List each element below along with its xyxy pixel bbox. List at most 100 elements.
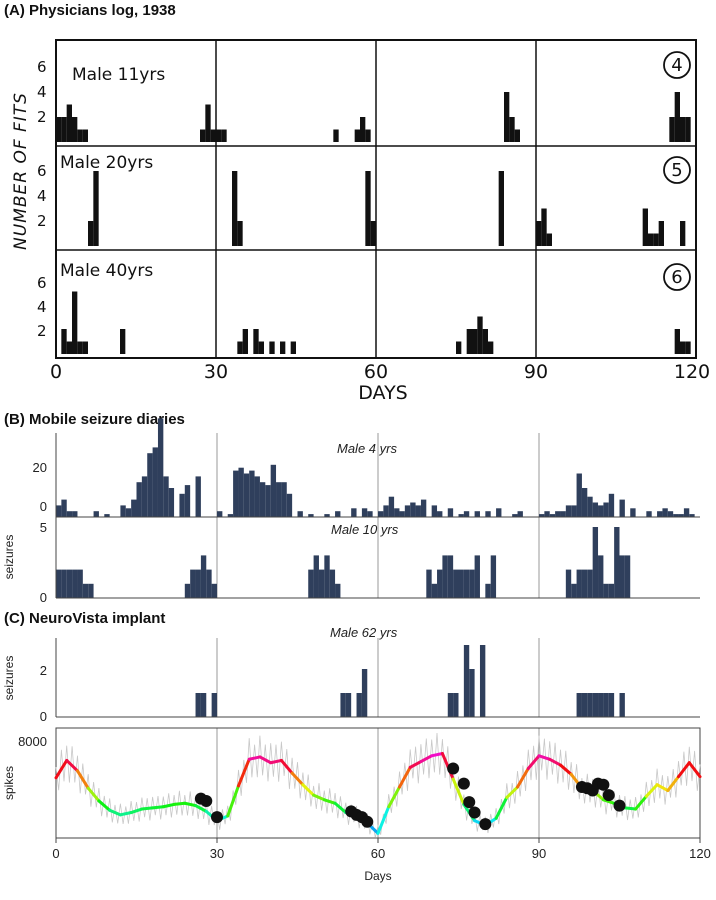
- bar: [689, 514, 695, 517]
- bar: [653, 233, 659, 246]
- seizure-marker: [479, 818, 492, 831]
- bar: [474, 511, 480, 517]
- bar: [56, 117, 62, 142]
- bar: [72, 569, 78, 598]
- bar: [680, 117, 686, 142]
- bar: [345, 693, 352, 717]
- panel-c-x-ticks: [55, 838, 701, 843]
- bar: [512, 514, 518, 517]
- spike-trend-segment: [269, 758, 283, 765]
- bar: [141, 476, 148, 517]
- bar: [581, 488, 588, 517]
- bar: [624, 555, 631, 598]
- spike-raw-trace: [55, 732, 701, 838]
- seizure-marker: [211, 811, 223, 824]
- bar: [249, 470, 255, 517]
- bar: [88, 583, 94, 598]
- spike-trend-segment: [430, 751, 444, 758]
- bar: [646, 511, 652, 517]
- bar: [237, 341, 243, 354]
- bar: [592, 502, 599, 517]
- spike-trend-segment: [516, 767, 530, 789]
- spike-trend-segment: [129, 807, 144, 815]
- spike-trend-segment: [537, 754, 552, 761]
- bar: [669, 117, 675, 142]
- bar: [205, 104, 211, 142]
- seizure-marker: [468, 806, 481, 819]
- bar: [190, 569, 196, 598]
- panel-c-seizure-y-label: seizures: [2, 656, 16, 701]
- circled-number-5: 5: [663, 156, 691, 184]
- bar: [163, 476, 169, 517]
- bar: [587, 693, 593, 717]
- bar: [152, 447, 158, 517]
- bar: [66, 104, 72, 142]
- bar: [603, 693, 609, 717]
- bar: [587, 496, 593, 517]
- seizure-marker: [447, 762, 460, 775]
- bar: [210, 129, 216, 142]
- bar: [587, 569, 593, 598]
- x-tick-label: 0: [52, 846, 59, 861]
- bar: [136, 482, 142, 517]
- x-tick-label: 90: [524, 361, 548, 383]
- bar: [420, 499, 427, 517]
- y-tick-label: 4: [37, 83, 47, 101]
- bar: [56, 569, 62, 598]
- bar: [581, 693, 588, 717]
- y-tick-label: 4: [37, 298, 47, 316]
- bar: [179, 493, 185, 517]
- bar: [544, 511, 550, 517]
- y-tick-label: 2: [40, 663, 47, 678]
- spike-trend-segment: [86, 786, 101, 803]
- spike-trend-segment: [333, 801, 348, 815]
- subplot-label-2: Male 20yrs: [60, 153, 153, 173]
- bar: [383, 505, 389, 517]
- bar: [581, 569, 588, 598]
- y-tick-label: 5: [40, 520, 47, 535]
- subplot-label-3: Male 40yrs: [60, 261, 153, 281]
- bar: [399, 511, 405, 517]
- bar: [290, 341, 296, 354]
- bar: [233, 470, 239, 517]
- bar: [72, 291, 78, 354]
- bar: [598, 505, 604, 517]
- bar: [216, 129, 222, 142]
- bar: [488, 341, 494, 354]
- bar: [485, 583, 491, 598]
- bar: [466, 329, 472, 354]
- spike-trend-segment: [194, 804, 208, 813]
- bar: [683, 508, 690, 517]
- spike-trend-segment: [151, 805, 165, 810]
- circled-number-4: 4: [663, 51, 691, 79]
- bar: [678, 514, 684, 517]
- bar: [426, 569, 432, 598]
- bar: [77, 569, 83, 598]
- bar: [658, 221, 664, 246]
- bar: [463, 645, 470, 717]
- bar: [147, 453, 153, 517]
- spike-trend-segment: [666, 775, 681, 793]
- seizure-marker: [361, 815, 374, 828]
- bar: [61, 569, 67, 598]
- spike-trend-segment: [97, 799, 112, 812]
- circled-number-text: 4: [671, 55, 682, 76]
- bar: [674, 92, 680, 142]
- bar: [120, 505, 126, 517]
- bar: [168, 488, 175, 517]
- spike-trend-segment: [677, 761, 691, 779]
- bar: [351, 508, 357, 517]
- bar: [227, 514, 234, 517]
- bar: [82, 341, 88, 354]
- bar: [378, 511, 384, 517]
- bar: [329, 569, 336, 598]
- bar: [365, 171, 371, 246]
- bar: [463, 511, 470, 517]
- bar: [485, 511, 491, 517]
- bar: [276, 482, 282, 517]
- bar: [504, 92, 510, 142]
- bar: [608, 693, 615, 717]
- bar: [410, 502, 416, 517]
- bar: [206, 569, 212, 598]
